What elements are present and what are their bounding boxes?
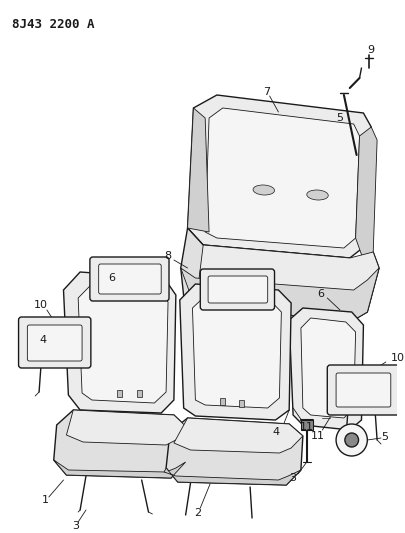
FancyBboxPatch shape <box>326 365 399 415</box>
Polygon shape <box>300 318 355 418</box>
Polygon shape <box>180 228 378 320</box>
Text: 1: 1 <box>41 495 48 505</box>
Polygon shape <box>239 400 244 407</box>
FancyBboxPatch shape <box>19 317 91 368</box>
Polygon shape <box>180 268 378 320</box>
Text: 7: 7 <box>262 87 270 97</box>
Polygon shape <box>117 390 122 397</box>
Polygon shape <box>63 272 175 413</box>
Polygon shape <box>166 418 302 485</box>
Polygon shape <box>288 308 362 430</box>
Polygon shape <box>136 390 141 397</box>
Text: 2: 2 <box>193 508 200 518</box>
Ellipse shape <box>344 433 358 447</box>
FancyBboxPatch shape <box>335 373 390 407</box>
Text: 3: 3 <box>289 473 296 483</box>
FancyBboxPatch shape <box>98 264 161 294</box>
FancyBboxPatch shape <box>200 269 274 310</box>
Text: 10: 10 <box>390 353 404 363</box>
Polygon shape <box>187 95 370 258</box>
Text: 3: 3 <box>72 521 79 531</box>
Polygon shape <box>53 460 185 478</box>
Text: 8J43 2200 A: 8J43 2200 A <box>12 18 94 31</box>
Polygon shape <box>355 127 376 260</box>
Ellipse shape <box>252 185 274 195</box>
Polygon shape <box>219 398 224 405</box>
Polygon shape <box>179 284 290 420</box>
Polygon shape <box>66 410 187 445</box>
Text: 9: 9 <box>367 45 374 55</box>
Polygon shape <box>187 108 209 232</box>
Polygon shape <box>164 468 300 485</box>
FancyBboxPatch shape <box>27 325 82 361</box>
Polygon shape <box>53 410 187 478</box>
Text: 11: 11 <box>299 422 313 432</box>
Ellipse shape <box>306 190 327 200</box>
Text: 10: 10 <box>34 300 48 310</box>
Text: 4: 4 <box>271 427 278 437</box>
Polygon shape <box>205 108 359 248</box>
FancyBboxPatch shape <box>208 276 267 303</box>
Text: 8: 8 <box>164 251 171 261</box>
Ellipse shape <box>335 424 367 456</box>
Polygon shape <box>192 296 281 408</box>
Text: 5: 5 <box>336 113 343 123</box>
Text: 6: 6 <box>316 289 323 299</box>
Text: 4: 4 <box>39 335 47 345</box>
Polygon shape <box>78 284 168 403</box>
Text: 6: 6 <box>108 273 115 283</box>
Text: 5: 5 <box>380 432 388 442</box>
FancyBboxPatch shape <box>90 257 168 301</box>
Polygon shape <box>173 418 302 453</box>
Polygon shape <box>195 245 378 320</box>
Text: 11: 11 <box>310 431 324 441</box>
Polygon shape <box>300 420 312 430</box>
